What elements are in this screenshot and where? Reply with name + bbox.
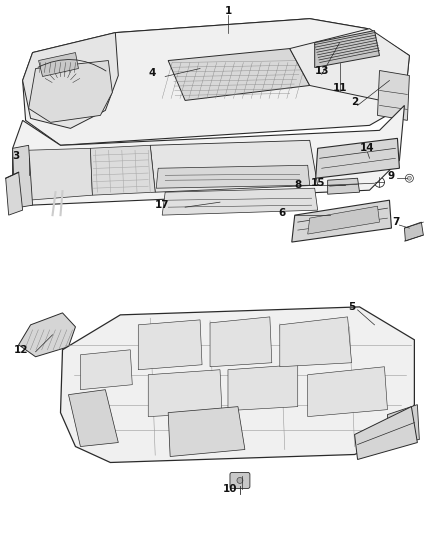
Text: 17: 17 [155, 200, 170, 210]
Polygon shape [328, 178, 360, 194]
Text: 8: 8 [294, 180, 301, 190]
Polygon shape [150, 140, 318, 192]
Text: 4: 4 [148, 68, 156, 77]
Polygon shape [280, 317, 352, 367]
Circle shape [46, 160, 71, 184]
Text: 10: 10 [223, 484, 237, 495]
Polygon shape [316, 139, 399, 178]
Text: 12: 12 [14, 345, 28, 355]
Circle shape [81, 77, 110, 104]
Polygon shape [81, 350, 132, 390]
Text: 2: 2 [351, 98, 358, 108]
Polygon shape [378, 70, 410, 120]
Polygon shape [6, 172, 23, 215]
Polygon shape [68, 390, 118, 447]
Polygon shape [39, 53, 78, 77]
Text: 5: 5 [348, 302, 355, 312]
Polygon shape [13, 106, 404, 205]
Polygon shape [308, 206, 379, 234]
Polygon shape [13, 146, 32, 208]
Text: 13: 13 [314, 66, 329, 76]
Polygon shape [168, 49, 310, 100]
Circle shape [41, 67, 85, 110]
Text: 3: 3 [12, 151, 19, 161]
Text: 7: 7 [392, 217, 399, 227]
Polygon shape [156, 165, 310, 188]
Polygon shape [162, 188, 318, 215]
Circle shape [407, 176, 411, 180]
Polygon shape [168, 407, 245, 456]
FancyBboxPatch shape [166, 149, 184, 163]
Text: 15: 15 [311, 178, 325, 188]
Circle shape [237, 478, 243, 483]
Text: 6: 6 [278, 208, 286, 218]
Polygon shape [290, 29, 410, 106]
Text: 1: 1 [224, 6, 232, 15]
FancyBboxPatch shape [230, 472, 250, 488]
Polygon shape [210, 317, 272, 367]
Polygon shape [28, 61, 112, 123]
Text: 9: 9 [388, 171, 395, 181]
Polygon shape [60, 307, 414, 463]
Polygon shape [292, 200, 392, 242]
Polygon shape [23, 33, 118, 128]
Polygon shape [388, 405, 419, 442]
Polygon shape [404, 222, 424, 241]
Polygon shape [25, 148, 92, 200]
Polygon shape [115, 19, 367, 55]
Polygon shape [148, 370, 222, 417]
Text: 14: 14 [360, 143, 375, 154]
FancyBboxPatch shape [236, 149, 254, 163]
Polygon shape [314, 30, 379, 68]
FancyBboxPatch shape [349, 157, 363, 167]
FancyBboxPatch shape [201, 149, 219, 163]
Polygon shape [23, 19, 410, 146]
Circle shape [39, 152, 78, 192]
Polygon shape [138, 320, 202, 370]
Polygon shape [19, 313, 75, 357]
Polygon shape [228, 365, 298, 410]
Text: 11: 11 [332, 84, 347, 93]
FancyBboxPatch shape [269, 149, 287, 163]
Polygon shape [355, 407, 417, 459]
Polygon shape [308, 367, 388, 417]
Polygon shape [90, 146, 155, 195]
